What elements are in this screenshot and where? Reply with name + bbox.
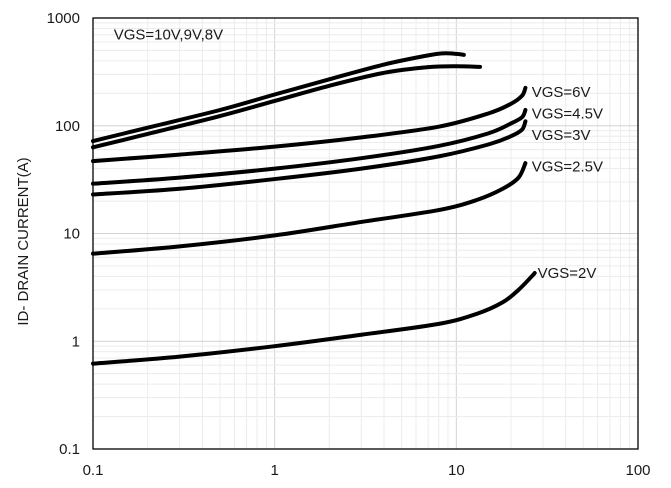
- curve-labels: VGS=10V,9V,8V VGS=6V VGS=4.5V VGS=3V VGS=2.5…: [114, 27, 603, 282]
- series-line-6: [91, 270, 537, 366]
- series-line-4: [91, 119, 528, 197]
- x-tick-label: 0.1: [83, 462, 104, 479]
- x-tick-label: 10: [448, 462, 465, 479]
- series-line-5: [91, 161, 528, 256]
- curve-label: VGS=6V: [532, 84, 591, 101]
- chart-series: [91, 51, 537, 366]
- curve-label: VGS=4.5V: [532, 105, 603, 122]
- y-tick-label: 100: [55, 118, 80, 135]
- y-axis-tick-labels: 0.1 1 10 100 1000: [47, 10, 80, 458]
- plot-area-frame: [92, 17, 639, 450]
- curve-label: VGS=10V,9V,8V: [114, 27, 223, 44]
- curve-label: VGS=3V: [532, 127, 591, 144]
- y-tick-label: 1000: [47, 10, 80, 27]
- curve-label: VGS=2.5V: [532, 158, 603, 175]
- y-axis-title: ID- DRAIN CURRENT(A): [15, 157, 32, 325]
- x-axis-tick-labels: 0.1 1 10 100: [83, 462, 651, 479]
- series-line-1: [91, 64, 483, 150]
- x-tick-label: 100: [625, 462, 650, 479]
- series-line-2: [91, 85, 528, 164]
- y-tick-label: 1: [72, 333, 80, 350]
- series-line-3: [91, 108, 528, 186]
- chart-grid: [93, 18, 638, 449]
- series-line-0: [91, 51, 466, 144]
- x-tick-label: 1: [270, 462, 278, 479]
- y-tick-label: 0.1: [59, 441, 80, 458]
- curve-label: VGS=2V: [538, 265, 597, 282]
- y-tick-label: 10: [63, 226, 80, 243]
